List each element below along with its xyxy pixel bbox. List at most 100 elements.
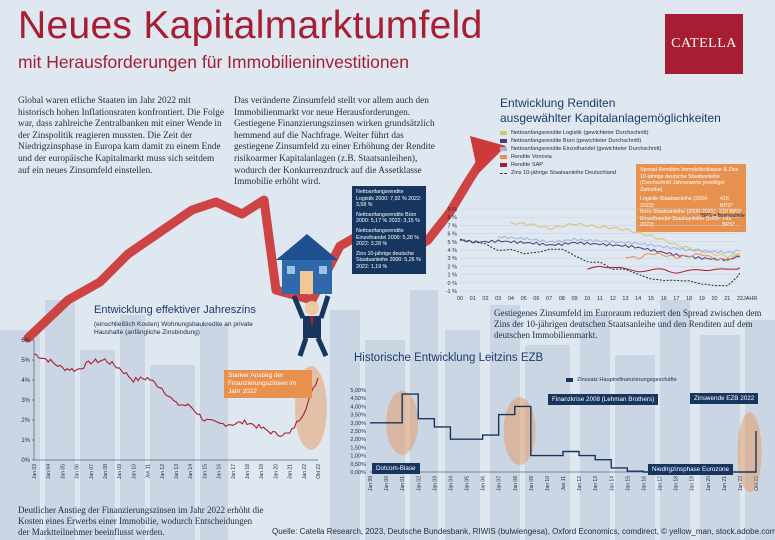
x-tick-label: Jan 09: [117, 464, 123, 479]
series-line: [459, 238, 741, 287]
x-tick-label: Jan 05: [60, 464, 66, 479]
x-tick-label: Jan 09: [529, 476, 535, 491]
y-tick-label: 5 %: [448, 240, 458, 246]
jahreszins-callout: Starker Anstieg der Finanzierungszinsen …: [224, 370, 312, 398]
x-tick-label: Jan 03: [32, 464, 38, 479]
spread-footnote: *BPS = Basispunkte: [700, 213, 745, 219]
renditen-legend: Nettoanfangsrendite Logistik (gewichtete…: [500, 129, 662, 177]
intro-left-text: Global waren etliche Staaten im Jahr 202…: [18, 96, 225, 176]
spread-label: Einzelhandel-Staatsanleihe (2003-2022):: [640, 215, 721, 229]
x-tick-label: Jan 06: [75, 464, 81, 479]
x-tick-label: Jan 20: [273, 464, 279, 479]
x-tick-label: 13: [622, 296, 628, 302]
jahreszins-subtitle: (einschließlich Kosten) Wohnungsbaukredi…: [94, 321, 253, 336]
x-tick-label: Jan 10: [545, 476, 551, 491]
x-tick-label: Jan 19: [690, 476, 696, 491]
jahreszins-title: Entwicklung effektiver Jahreszins: [94, 304, 256, 316]
x-tick-label: 12: [610, 296, 616, 302]
leitzins-line: [370, 393, 757, 473]
jahreszins-caption: Deutlicher Anstieg der Finanzierungszins…: [18, 505, 264, 537]
jahreszins-line: [33, 353, 319, 437]
x-tick-label: Jan 14: [609, 476, 615, 491]
y-tick-label: -1 %: [446, 289, 457, 295]
yield-info-entry: Zins 10-jährige deutsche Staatsanleihe 2…: [356, 250, 421, 270]
zinswende-label: Zinswende EZB 2022: [690, 393, 759, 404]
y-tick-label: 1,50%: [350, 445, 366, 451]
legend-item: Rendite Vonovia: [500, 153, 662, 161]
house-businessman-icon: [276, 234, 338, 358]
x-tick-label: Jan 21: [722, 476, 728, 491]
y-tick-label: 1,00%: [350, 454, 366, 460]
spread-value: 416 BPS*: [720, 196, 733, 209]
x-tick-label: 17: [673, 296, 679, 302]
legend-item: Zins 10-jährige Staatsanleihe Deutschlan…: [500, 169, 662, 177]
legend-label: Nettoanfangsrendite Einzelhandel (gewich…: [511, 146, 662, 152]
yield-info-entry: Nettoanfangsrendite Büro 2000: 5,17 % 20…: [356, 211, 420, 225]
renditen-caption: Gestiegenes Zinsumfeld im Euroraum reduz…: [494, 308, 762, 340]
x-tick-label: Jan 03: [432, 476, 438, 491]
spread-value: 219 BPS*: [719, 209, 742, 215]
y-tick-label: 4,00%: [350, 404, 366, 410]
dotcom-label: Dotcom-Blase: [372, 463, 420, 474]
y-tick-label: 4 %: [448, 248, 458, 254]
series-line: [587, 265, 741, 274]
x-tick-label: Jan 04: [46, 464, 52, 479]
y-tick-label: 2 %: [448, 264, 458, 270]
highlight-ellipse: [737, 412, 762, 493]
y-tick-label: 8 %: [448, 215, 458, 221]
x-tick-label: 05: [521, 296, 527, 302]
x-tick-label: Jan 16: [641, 476, 647, 491]
x-tick-label: Jan 05: [465, 476, 471, 491]
x-tick-label: Jan 17: [231, 464, 237, 479]
y-tick-label: 6 %: [448, 232, 458, 238]
yield-info-box: Nettoanfangsrendite Logistik 2000: 7,92 …: [352, 186, 426, 274]
x-tick-label: Jan 21: [288, 464, 294, 479]
spread-label: Büro-Staatsanleihe (2000-2022):: [640, 209, 717, 215]
legend-item: Rendite SAP: [500, 161, 662, 169]
x-tick-label: Jan 08: [513, 476, 519, 491]
jahreszins-chart: 0% 1% 2% 3% 4% 5% 6% Jan 03 Jan 04 Jan 05 Jan 06 Ja…: [21, 338, 327, 479]
x-tick-label: Jan 07: [497, 476, 503, 491]
x-tick-label: Jan 04: [448, 476, 454, 491]
leitzins-legend: Zinssatz Hauptrefinanzierungsgeschäfte: [566, 376, 677, 384]
legend-swatch: [500, 139, 507, 143]
x-tick-label: 07: [546, 296, 552, 302]
spread-row: Einzelhandel-Staatsanleihe (2003-2022): 1…: [640, 216, 742, 229]
yield-info-entry: Nettoanfangsrendite Logistik 2000: 7,92 …: [356, 189, 422, 209]
x-tick-label: Jan 15: [202, 464, 208, 479]
x-tick-label: Jan 02: [416, 476, 422, 491]
y-tick-label: 7 %: [448, 223, 458, 229]
x-tick-label: Jan 06: [481, 476, 487, 491]
x-tick-label: 20: [711, 296, 717, 302]
y-tick-label: 3,00%: [350, 421, 366, 427]
y-tick-label: 6%: [21, 338, 30, 344]
x-tick-label: Jan 14: [188, 464, 194, 479]
x-tick-label: Jan 07: [89, 464, 95, 479]
legend-label: Zins 10-jährige Staatsanleihe Deutschlan…: [511, 170, 617, 176]
page-subtitle: mit Herausforderungen für Immobilieninve…: [18, 52, 410, 72]
x-tick-label: Jan 11: [561, 476, 567, 491]
legend-swatch: [500, 147, 507, 151]
legend-swatch: [566, 378, 573, 382]
x-tick-label: 04: [508, 296, 514, 302]
x-tick-label: 11: [597, 296, 603, 302]
x-axis-suffix: JAHR: [743, 296, 757, 302]
x-tick-label: Jan 15: [625, 476, 631, 491]
y-tick-label: 9 %: [448, 207, 458, 213]
x-tick-label: 21: [724, 296, 730, 302]
y-tick-label: 2,00%: [350, 437, 366, 443]
x-tick-label: 18: [686, 296, 692, 302]
spread-info-box: Spread Renditen Immobilienklasse & Zins …: [636, 164, 746, 232]
series-line: [510, 221, 741, 259]
x-tick-label: 19: [699, 296, 705, 302]
y-tick-label: 4%: [21, 378, 30, 384]
finanzkrise-label: Finanzkrise 2008 (Lehman Brothers): [548, 394, 659, 405]
x-tick-label: Jan 12: [160, 464, 166, 479]
y-tick-label: 1 %: [448, 273, 458, 279]
y-tick-label: 5%: [21, 358, 30, 364]
x-tick-label: Jan 16: [217, 464, 223, 479]
legend-label: Nettoanfangsrendite Büro (gewichteter Du…: [511, 138, 642, 144]
legend-swatch: [500, 172, 507, 174]
renditen-chart: -1 % 0 % 1 % 2 % 3 % 4 % 5 % 6 % 7 % 8 % 9 % 00 01 02…: [446, 207, 758, 302]
spread-row: Logistik-Staatsanleihe (2004-2022): 416 B…: [640, 196, 742, 209]
